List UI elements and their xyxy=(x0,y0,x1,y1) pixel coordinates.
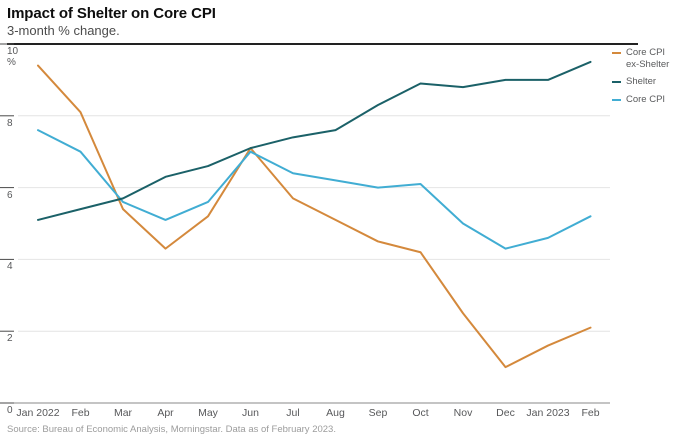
x-axis-label: Aug xyxy=(326,407,345,419)
header-rule xyxy=(7,43,638,45)
x-axis-label: Feb xyxy=(71,407,90,419)
legend-label: Core CPI xyxy=(626,93,666,105)
x-axis-label: Jul xyxy=(286,407,300,419)
x-axis-label: Mar xyxy=(113,407,133,419)
x-axis-label: Jun xyxy=(242,407,259,419)
x-axis-label: May xyxy=(198,407,218,419)
y-axis-unit-label: % xyxy=(7,57,16,68)
legend: Core CPI ex-Shelter Shelter Core CPI xyxy=(612,47,680,111)
x-axis-label: Jan 2023 xyxy=(526,407,570,419)
y-axis-label: 2 xyxy=(7,333,13,345)
legend-swatch xyxy=(612,52,621,54)
chart-title: Impact of Shelter on Core CPI xyxy=(7,5,216,22)
legend-label: Core CPI ex-Shelter xyxy=(626,47,670,70)
series-line-core-cpi-ex-shelter xyxy=(37,64,592,369)
y-axis-label: 6 xyxy=(7,189,13,201)
x-axis-label: Oct xyxy=(412,407,429,419)
x-axis-label: Sep xyxy=(368,407,388,419)
x-axis-label: Dec xyxy=(496,407,515,419)
legend-item: Core CPI xyxy=(612,94,680,106)
y-axis-label: 8 xyxy=(7,117,13,129)
source-note: Source: Bureau of Economic Analysis, Mor… xyxy=(7,424,336,435)
x-axis-label: Jan 2022 xyxy=(16,407,60,419)
legend-swatch xyxy=(612,98,621,101)
y-axis-label: 4 xyxy=(7,261,13,273)
x-axis-label: Nov xyxy=(453,407,473,419)
legend-label: Shelter xyxy=(626,76,657,87)
legend-item: Core CPI ex-Shelter xyxy=(612,47,680,70)
y-axis-label: 0 xyxy=(7,405,13,416)
x-axis-label: Apr xyxy=(157,407,174,419)
x-axis-label: Feb xyxy=(581,407,600,419)
legend-item: Shelter xyxy=(612,76,680,88)
series-line-core-cpi xyxy=(37,129,592,250)
legend-swatch xyxy=(612,81,621,83)
y-axis-label: 10 xyxy=(7,46,19,57)
chart-subtitle: 3-month % change. xyxy=(7,23,120,38)
series-line-shelter xyxy=(37,60,592,221)
